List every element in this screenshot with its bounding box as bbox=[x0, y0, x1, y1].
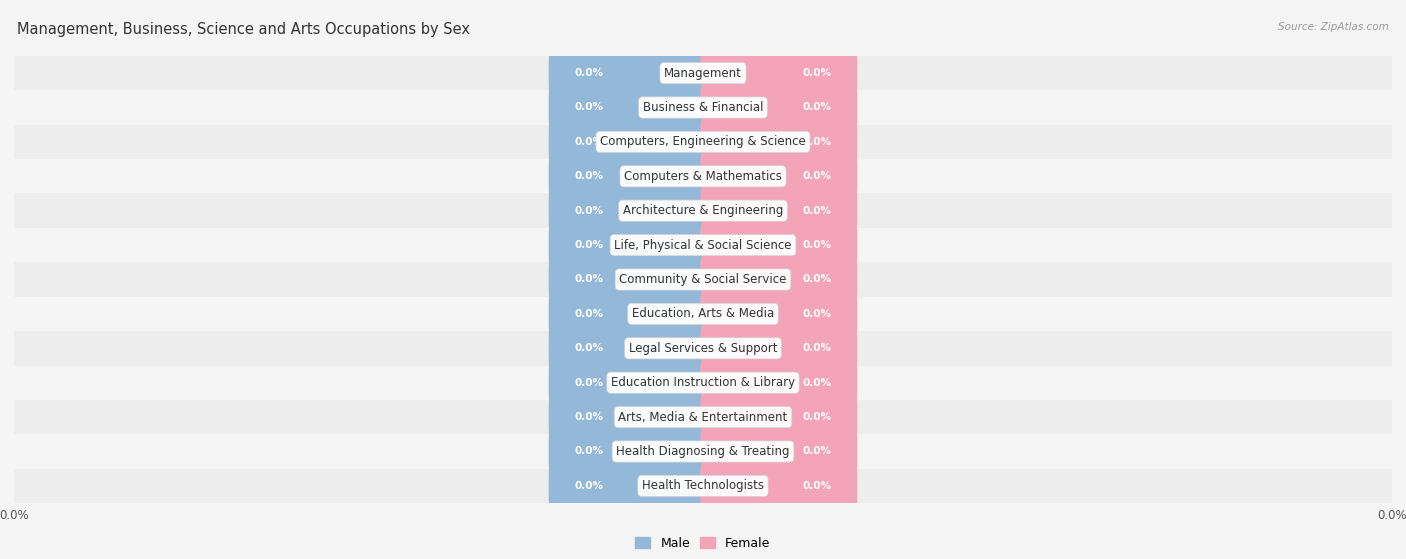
FancyBboxPatch shape bbox=[700, 462, 858, 510]
Text: 0.0%: 0.0% bbox=[803, 447, 831, 457]
Bar bbox=[14, 468, 1392, 503]
Legend: Male, Female: Male, Female bbox=[630, 532, 776, 555]
FancyBboxPatch shape bbox=[700, 187, 858, 235]
Text: 0.0%: 0.0% bbox=[803, 343, 831, 353]
FancyBboxPatch shape bbox=[548, 49, 706, 97]
Bar bbox=[14, 297, 1392, 331]
Text: 0.0%: 0.0% bbox=[803, 102, 831, 112]
Bar bbox=[14, 331, 1392, 366]
Text: Community & Social Service: Community & Social Service bbox=[619, 273, 787, 286]
Text: 0.0%: 0.0% bbox=[803, 240, 831, 250]
FancyBboxPatch shape bbox=[548, 83, 706, 131]
Bar bbox=[14, 434, 1392, 468]
Text: 0.0%: 0.0% bbox=[575, 378, 603, 388]
Text: Architecture & Engineering: Architecture & Engineering bbox=[623, 204, 783, 217]
FancyBboxPatch shape bbox=[700, 152, 858, 200]
FancyBboxPatch shape bbox=[548, 255, 706, 304]
FancyBboxPatch shape bbox=[700, 290, 858, 338]
FancyBboxPatch shape bbox=[700, 428, 858, 476]
Text: 0.0%: 0.0% bbox=[803, 481, 831, 491]
Text: 0.0%: 0.0% bbox=[575, 171, 603, 181]
Text: 0.0%: 0.0% bbox=[575, 343, 603, 353]
Text: 0.0%: 0.0% bbox=[803, 171, 831, 181]
Text: 0.0%: 0.0% bbox=[575, 68, 603, 78]
FancyBboxPatch shape bbox=[548, 393, 706, 441]
Text: Arts, Media & Entertainment: Arts, Media & Entertainment bbox=[619, 411, 787, 424]
Bar bbox=[14, 400, 1392, 434]
Text: Life, Physical & Social Science: Life, Physical & Social Science bbox=[614, 239, 792, 252]
FancyBboxPatch shape bbox=[700, 393, 858, 441]
Text: Management, Business, Science and Arts Occupations by Sex: Management, Business, Science and Arts O… bbox=[17, 22, 470, 37]
Text: 0.0%: 0.0% bbox=[575, 481, 603, 491]
Text: Computers, Engineering & Science: Computers, Engineering & Science bbox=[600, 135, 806, 148]
Bar bbox=[14, 366, 1392, 400]
Bar bbox=[14, 91, 1392, 125]
Text: 0.0%: 0.0% bbox=[803, 137, 831, 147]
Text: Computers & Mathematics: Computers & Mathematics bbox=[624, 170, 782, 183]
Text: 0.0%: 0.0% bbox=[575, 274, 603, 285]
Text: 0.0%: 0.0% bbox=[803, 378, 831, 388]
Text: Source: ZipAtlas.com: Source: ZipAtlas.com bbox=[1278, 22, 1389, 32]
Text: Education Instruction & Library: Education Instruction & Library bbox=[612, 376, 794, 389]
FancyBboxPatch shape bbox=[700, 49, 858, 97]
Text: 0.0%: 0.0% bbox=[803, 309, 831, 319]
Text: 0.0%: 0.0% bbox=[803, 206, 831, 216]
FancyBboxPatch shape bbox=[548, 290, 706, 338]
Text: 0.0%: 0.0% bbox=[803, 412, 831, 422]
Text: Education, Arts & Media: Education, Arts & Media bbox=[631, 307, 775, 320]
Text: 0.0%: 0.0% bbox=[803, 68, 831, 78]
FancyBboxPatch shape bbox=[700, 255, 858, 304]
FancyBboxPatch shape bbox=[548, 324, 706, 372]
Bar bbox=[14, 228, 1392, 262]
Text: 0.0%: 0.0% bbox=[803, 274, 831, 285]
Text: 0.0%: 0.0% bbox=[575, 206, 603, 216]
FancyBboxPatch shape bbox=[548, 221, 706, 269]
FancyBboxPatch shape bbox=[700, 324, 858, 372]
FancyBboxPatch shape bbox=[548, 462, 706, 510]
Text: 0.0%: 0.0% bbox=[575, 137, 603, 147]
FancyBboxPatch shape bbox=[700, 83, 858, 131]
FancyBboxPatch shape bbox=[700, 221, 858, 269]
FancyBboxPatch shape bbox=[548, 359, 706, 407]
FancyBboxPatch shape bbox=[700, 118, 858, 166]
Bar bbox=[14, 159, 1392, 193]
Bar bbox=[14, 56, 1392, 91]
FancyBboxPatch shape bbox=[700, 359, 858, 407]
Text: 0.0%: 0.0% bbox=[575, 240, 603, 250]
Text: 0.0%: 0.0% bbox=[575, 309, 603, 319]
FancyBboxPatch shape bbox=[548, 428, 706, 476]
Text: Health Diagnosing & Treating: Health Diagnosing & Treating bbox=[616, 445, 790, 458]
Text: 0.0%: 0.0% bbox=[575, 412, 603, 422]
Bar bbox=[14, 262, 1392, 297]
FancyBboxPatch shape bbox=[548, 187, 706, 235]
FancyBboxPatch shape bbox=[548, 118, 706, 166]
Bar bbox=[14, 125, 1392, 159]
Text: Management: Management bbox=[664, 67, 742, 79]
Bar bbox=[14, 193, 1392, 228]
Text: Business & Financial: Business & Financial bbox=[643, 101, 763, 114]
Text: 0.0%: 0.0% bbox=[575, 102, 603, 112]
Text: 0.0%: 0.0% bbox=[575, 447, 603, 457]
Text: Legal Services & Support: Legal Services & Support bbox=[628, 342, 778, 355]
FancyBboxPatch shape bbox=[548, 152, 706, 200]
Text: Health Technologists: Health Technologists bbox=[643, 480, 763, 492]
